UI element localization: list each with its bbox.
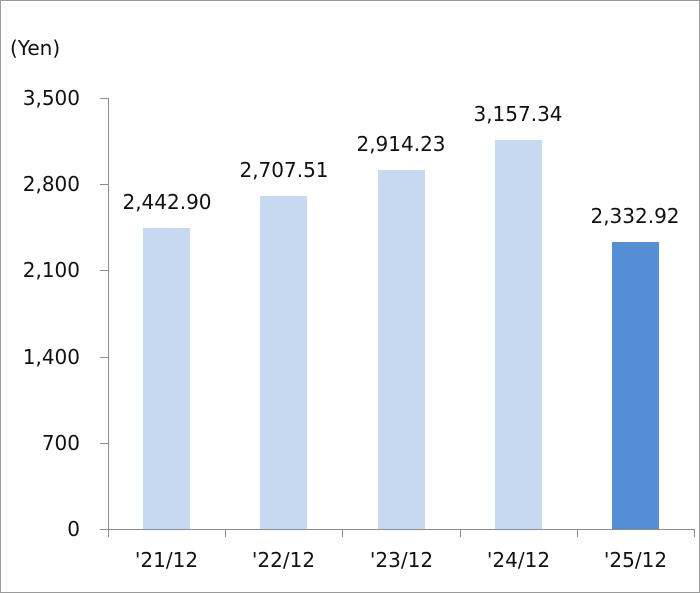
y-axis-line (108, 98, 109, 530)
bar-2312 (378, 170, 425, 529)
x-axis-category-label: '25/12 (603, 548, 668, 572)
x-axis-category-label: '23/12 (369, 548, 434, 572)
bar-value-label: 2,914.23 (356, 132, 446, 156)
y-axis-tick-label: 700 (41, 430, 80, 455)
x-axis-category-label: '21/12 (134, 548, 199, 572)
x-axis-tick (108, 529, 109, 537)
x-axis-tick (342, 529, 343, 537)
y-axis-tick-label: 2,100 (22, 258, 80, 283)
y-axis-tick-label: 3,500 (22, 86, 80, 110)
y-axis-tick-label: 1,400 (22, 344, 80, 369)
y-axis-tick (100, 270, 108, 272)
bar-value-label: 2,332.92 (590, 204, 680, 228)
x-axis-tick (694, 529, 695, 537)
x-axis-line (100, 529, 695, 530)
bar-2212 (260, 196, 307, 529)
y-axis-tick (100, 98, 108, 99)
y-axis-tick (100, 184, 108, 186)
x-axis-tick (460, 529, 461, 537)
x-axis-category-label: '22/12 (251, 548, 316, 572)
x-axis-category-label: '24/12 (486, 548, 551, 572)
y-axis-tick-label: 2,800 (22, 172, 80, 197)
y-axis-tick-label: 0 (67, 517, 80, 541)
bar-2512 (612, 242, 659, 529)
y-axis-tick (100, 529, 108, 530)
y-axis-tick (100, 442, 108, 444)
bar-2412 (495, 140, 542, 529)
x-axis-tick (577, 529, 578, 537)
y-axis-tick (100, 356, 108, 358)
y-axis-unit-label: (Yen) (10, 36, 61, 60)
bar-value-label: 2,442.90 (122, 190, 212, 214)
bar-value-label: 2,707.51 (239, 158, 329, 182)
bar-value-label: 3,157.34 (473, 102, 563, 126)
bar-2112 (143, 228, 190, 529)
x-axis-tick (225, 529, 226, 537)
